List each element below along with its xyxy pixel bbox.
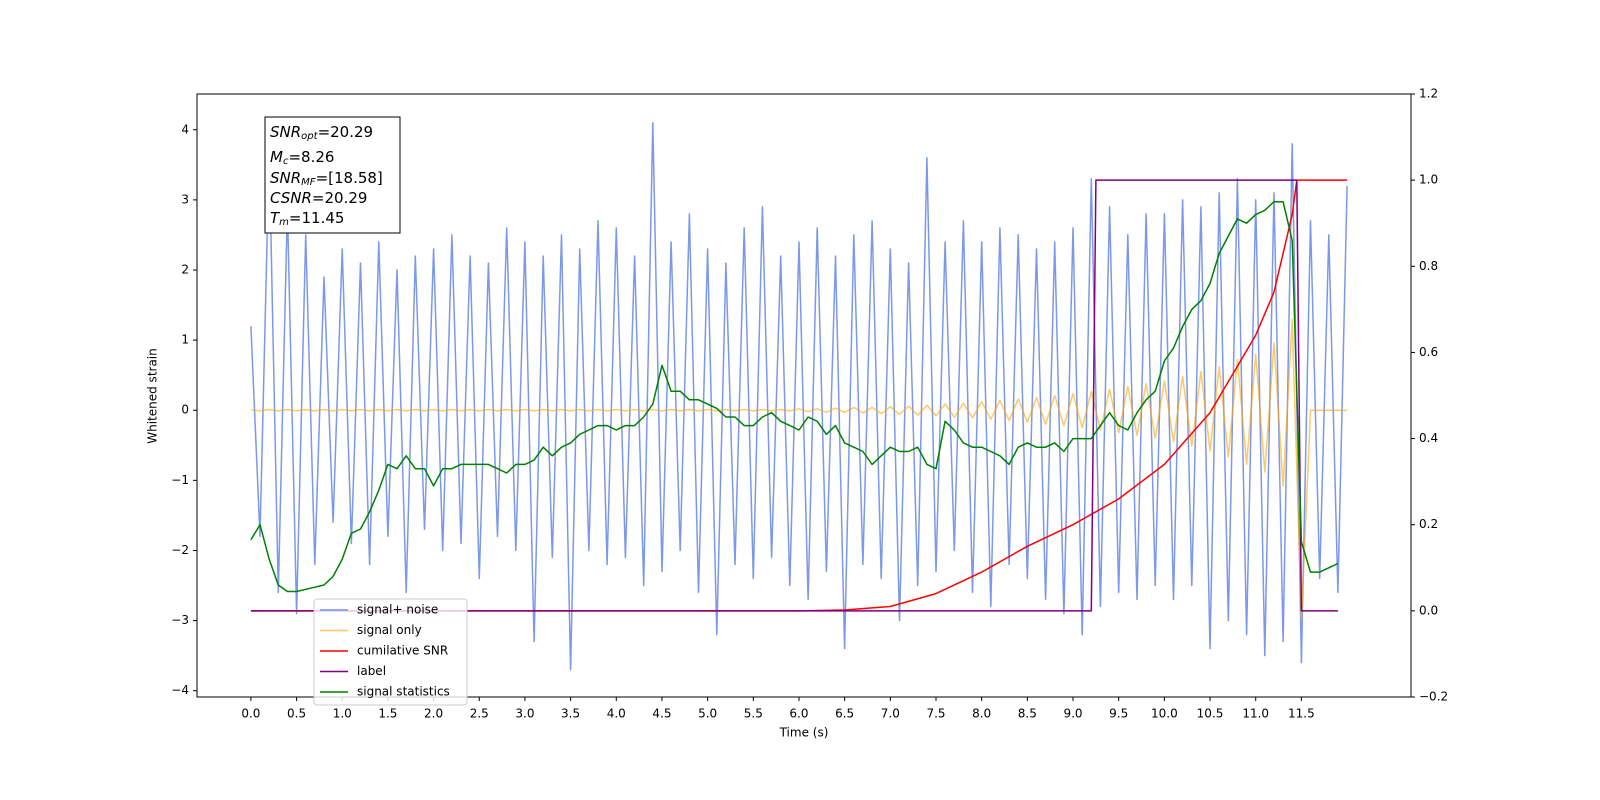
x-tick-label: 7.0 — [881, 707, 900, 721]
x-tick-label: 2.5 — [470, 707, 489, 721]
annotation-subscript: MF — [301, 177, 316, 188]
x-tick-label: 4.5 — [652, 707, 671, 721]
series-line — [250, 121, 1348, 671]
legend-label: signal+ noise — [357, 603, 438, 617]
annotation-symbol: T — [270, 209, 281, 227]
y-tick-label: 1 — [181, 333, 189, 347]
y-axis-label: Whitened strain — [146, 348, 160, 444]
y-tick-label: 2 — [181, 262, 189, 276]
axes-frame — [196, 93, 1412, 698]
annotation-subscript: m — [279, 217, 289, 228]
x-tick-label: 3.5 — [561, 707, 580, 721]
x-tick-label: 5.0 — [698, 707, 717, 721]
annotation-line: Tm=11.45 — [270, 209, 344, 229]
x-tick-label: 5.5 — [744, 707, 763, 721]
annotation-subscript: opt — [301, 131, 318, 142]
y-tick-label: −1 — [171, 473, 189, 487]
x-tick-label: 8.5 — [1018, 707, 1037, 721]
x-tick-label: 10.0 — [1151, 707, 1178, 721]
y2-tick-label: −0.2 — [1419, 690, 1448, 704]
y-tick-label: −2 — [171, 543, 189, 557]
legend-label: signal only — [357, 623, 422, 637]
series-line — [250, 179, 1338, 612]
legend: signal+ noise signal only cumilative SNR la… — [313, 598, 468, 706]
x-tick-label: 6.0 — [789, 707, 808, 721]
x-tick-label: 8.0 — [972, 707, 991, 721]
annotation-symbol: SNR — [270, 123, 301, 141]
annotation-value: =11.45 — [289, 209, 345, 227]
x-tick-label: 6.5 — [835, 707, 854, 721]
x-tick-label: 1.0 — [333, 707, 352, 721]
legend-frame — [313, 598, 468, 706]
x-tick-label: 0.5 — [287, 707, 306, 721]
x-tick-label: 4.0 — [607, 707, 626, 721]
annotation-line: CSNR=20.29 — [270, 189, 367, 207]
x-tick-label: 10.5 — [1197, 707, 1224, 721]
y2-tick-label: 1.2 — [1419, 87, 1438, 101]
x-axis-label: Time (s) — [779, 726, 829, 740]
annotation-value: =[18.58] — [316, 169, 383, 187]
x-tick-label: 2.0 — [424, 707, 443, 721]
legend-label: signal statistics — [357, 685, 450, 699]
annotation-frame — [264, 116, 401, 234]
y2-tick-label: 0.2 — [1419, 517, 1438, 531]
y-tick-label: −3 — [171, 613, 189, 627]
y-tick-label: 0 — [181, 403, 189, 417]
series-line — [250, 200, 1339, 593]
x-tick-label: 9.0 — [1063, 707, 1082, 721]
annotation-line: SNRopt=20.29 — [270, 123, 373, 143]
annotation-box: SNRopt=20.29Mc=8.26SNRMF=[18.58]CSNR=20.… — [264, 116, 401, 234]
y-tick-label: 3 — [181, 192, 189, 206]
annotation-value: =8.26 — [288, 148, 334, 166]
x-tick-label: 7.5 — [926, 707, 945, 721]
y-tick-label: −4 — [171, 683, 189, 697]
annotation-subscript: c — [283, 156, 289, 167]
series-line — [250, 179, 1348, 612]
annotation-value: =20.29 — [312, 189, 368, 207]
annotation-symbol: SNR — [270, 169, 301, 187]
x-tick-label: 11.5 — [1288, 707, 1315, 721]
annotation-line: Mc=8.26 — [270, 148, 334, 168]
x-tick-label: 0.0 — [241, 707, 260, 721]
x-tick-label: 3.0 — [515, 707, 534, 721]
series-line — [250, 318, 1348, 622]
x-tick-label: 9.5 — [1109, 707, 1128, 721]
annotation-symbol: CSNR — [270, 189, 312, 207]
y2-tick-label: 0.8 — [1419, 259, 1438, 273]
y2-tick-label: 0.4 — [1419, 431, 1438, 445]
y2-tick-label: 0.6 — [1419, 345, 1438, 359]
y2-tick-label: 0.0 — [1419, 603, 1438, 617]
x-tick-label: 11.0 — [1242, 707, 1269, 721]
y-tick-label: 4 — [181, 122, 189, 136]
annotation-value: =20.29 — [318, 123, 374, 141]
annotation-line: SNRMF=[18.58] — [270, 169, 383, 189]
annotation-symbol: M — [270, 148, 283, 166]
plot-area — [250, 121, 1348, 671]
x-tick-label: 1.5 — [378, 707, 397, 721]
legend-label: cumilative SNR — [357, 644, 448, 658]
legend-label: label — [357, 664, 386, 678]
y2-tick-label: 1.0 — [1419, 173, 1438, 187]
